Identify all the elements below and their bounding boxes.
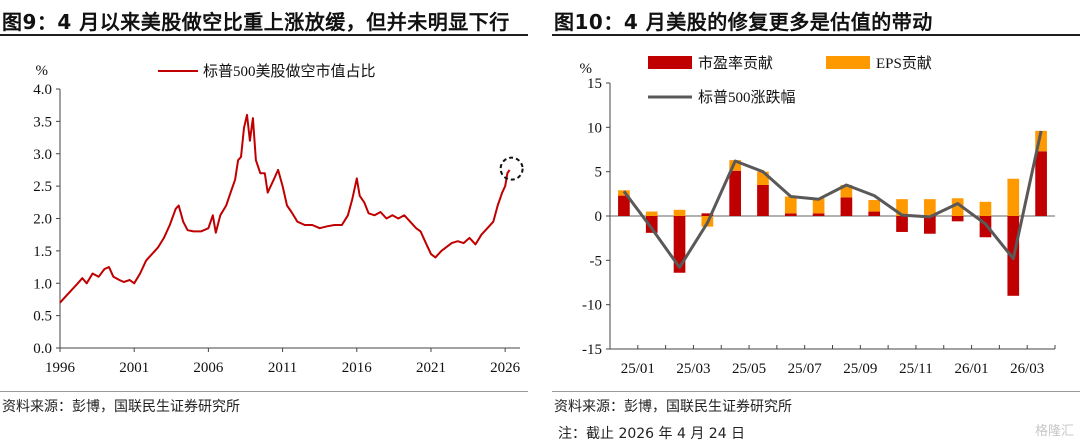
pe-contribution-bar (840, 197, 853, 216)
eps-contribution-bar (868, 200, 881, 212)
pe-contribution-bar (951, 216, 964, 222)
pe-contribution-bar (979, 216, 992, 238)
left-line-chart: % 4.0 3.5 3.0 2.5 2.0 1.5 1.0 0.5 0.0 1996 2001 2006… (33, 63, 524, 376)
right-x-tick-label: 25/01 (621, 361, 655, 377)
right-y-tick-label: 0 (595, 209, 603, 225)
right-y-tick-label: -5 (590, 253, 603, 269)
eps-contribution-bar (896, 199, 908, 216)
left-x-tick-label: 2006 (193, 360, 224, 376)
eps-contribution-bar (1007, 178, 1020, 216)
eps-contribution-bar (1035, 130, 1047, 152)
left-y-tick-label: 3.0 (33, 147, 52, 163)
right-x-tick-label: 26/03 (1010, 361, 1044, 377)
pe-contribution-bar (784, 213, 797, 216)
left-y-tick-label: 3.5 (33, 114, 52, 130)
left-y-tick-label: 0.0 (33, 341, 52, 357)
legend-sp500-label: 标普500涨跌幅 (698, 89, 796, 106)
right-x-tick-label: 25/07 (788, 361, 823, 377)
pe-contribution-bar (645, 216, 658, 233)
right-bar-chart: %15 10 5 0 -5 -10 -15 25/01 25/03 25/05 25/07 25/09… (580, 55, 1056, 377)
right-y-tick-label: -15 (582, 342, 602, 358)
left-x-tick-label: 2026 (490, 360, 521, 376)
left-x-tick-label: 2001 (119, 360, 149, 376)
left-title-rule (0, 34, 528, 36)
right-x-tick-label: 25/09 (843, 361, 877, 377)
pe-contribution-bar (729, 170, 741, 216)
pe-contribution-bar (812, 213, 825, 216)
left-y-tick-label: 1.5 (33, 244, 52, 260)
right-y-tick-label: 5 (595, 165, 603, 181)
eps-contribution-bar (645, 211, 658, 216)
pe-contribution-bar (757, 184, 769, 216)
eps-contribution-bar (673, 209, 686, 216)
right-title-rule (552, 34, 1080, 36)
pe-contribution-bar (896, 216, 908, 232)
right-x-tick-label: 25/05 (732, 361, 766, 377)
sp500-change-line (622, 130, 1043, 269)
legend-pe-label: 市盈率贡献 (698, 55, 773, 72)
eps-contribution-bar (951, 198, 964, 216)
watermark: 格隆汇 (1034, 424, 1074, 439)
pe-contribution-bar (1035, 151, 1047, 216)
eps-contribution-bar (979, 201, 992, 216)
pe-contribution-bar (924, 216, 936, 234)
left-y-tick-label: 2.0 (33, 212, 52, 228)
left-figure: 图9：4 月以来美股做空比重上涨放缓，但并未明显下行 % 4.0 3.5 3.0 2.5… (0, 0, 530, 446)
right-y-unit: % (580, 61, 593, 77)
pe-contribution-bar (701, 213, 714, 216)
left-source-text: 资料来源：彭博，国联民生证券研究所 (2, 399, 240, 415)
eps-contribution-bar (840, 184, 853, 198)
left-source-rule (0, 391, 528, 392)
right-x-tick-label: 25/03 (676, 361, 710, 377)
left-y-tick-label: 1.0 (33, 276, 52, 292)
right-x-tick-label: 26/01 (954, 361, 988, 377)
right-source-rule (552, 391, 1080, 392)
eps-contribution-bar (729, 160, 741, 171)
right-y-tick-label: -10 (582, 298, 602, 314)
pe-contribution-bar (868, 211, 881, 216)
left-y-tick-label: 4.0 (33, 82, 52, 98)
eps-contribution-bar (757, 171, 769, 185)
eps-contribution-bar (924, 199, 936, 216)
left-y-tick-label: 2.5 (33, 179, 52, 195)
pe-contribution-bar (618, 195, 630, 216)
left-x-tick-label: 2021 (416, 360, 446, 376)
left-series-line (59, 113, 511, 304)
legend-eps-swatch (826, 56, 870, 69)
legend-pe-swatch (648, 56, 692, 69)
right-note-text: 注：截止 2026 年 4 月 24 日 (558, 426, 746, 442)
left-x-tick-label: 2011 (268, 360, 297, 376)
left-x-tick-label: 1996 (45, 360, 76, 376)
right-figure-title: 图10：4 月美股的修复更多是估值的带动 (554, 10, 933, 34)
right-figure: 图10：4 月美股的修复更多是估值的带动 % 15 10 5 0 -5 -10 -15 25/0… (552, 0, 1080, 446)
left-x-tick-label: 2016 (342, 360, 373, 376)
right-y-tick-label: 15 (587, 76, 602, 92)
right-source-text: 资料来源：彭博，国联民生证券研究所 (554, 399, 792, 415)
eps-contribution-bar (784, 196, 797, 214)
left-y-unit: % (36, 63, 49, 79)
eps-contribution-bar (812, 198, 825, 214)
right-x-tick-label: 25/11 (899, 361, 933, 377)
right-y-tick-label: 10 (587, 120, 602, 136)
legend-eps-label: EPS贡献 (876, 55, 932, 72)
left-legend-label: 标普500美股做空市值占比 (203, 63, 376, 80)
pe-contribution-bar (673, 216, 686, 273)
left-y-tick-label: 0.5 (33, 309, 52, 325)
left-dashed-circle-annotation (499, 156, 524, 181)
left-figure-title: 图9：4 月以来美股做空比重上涨放缓，但并未明显下行 (2, 10, 510, 34)
